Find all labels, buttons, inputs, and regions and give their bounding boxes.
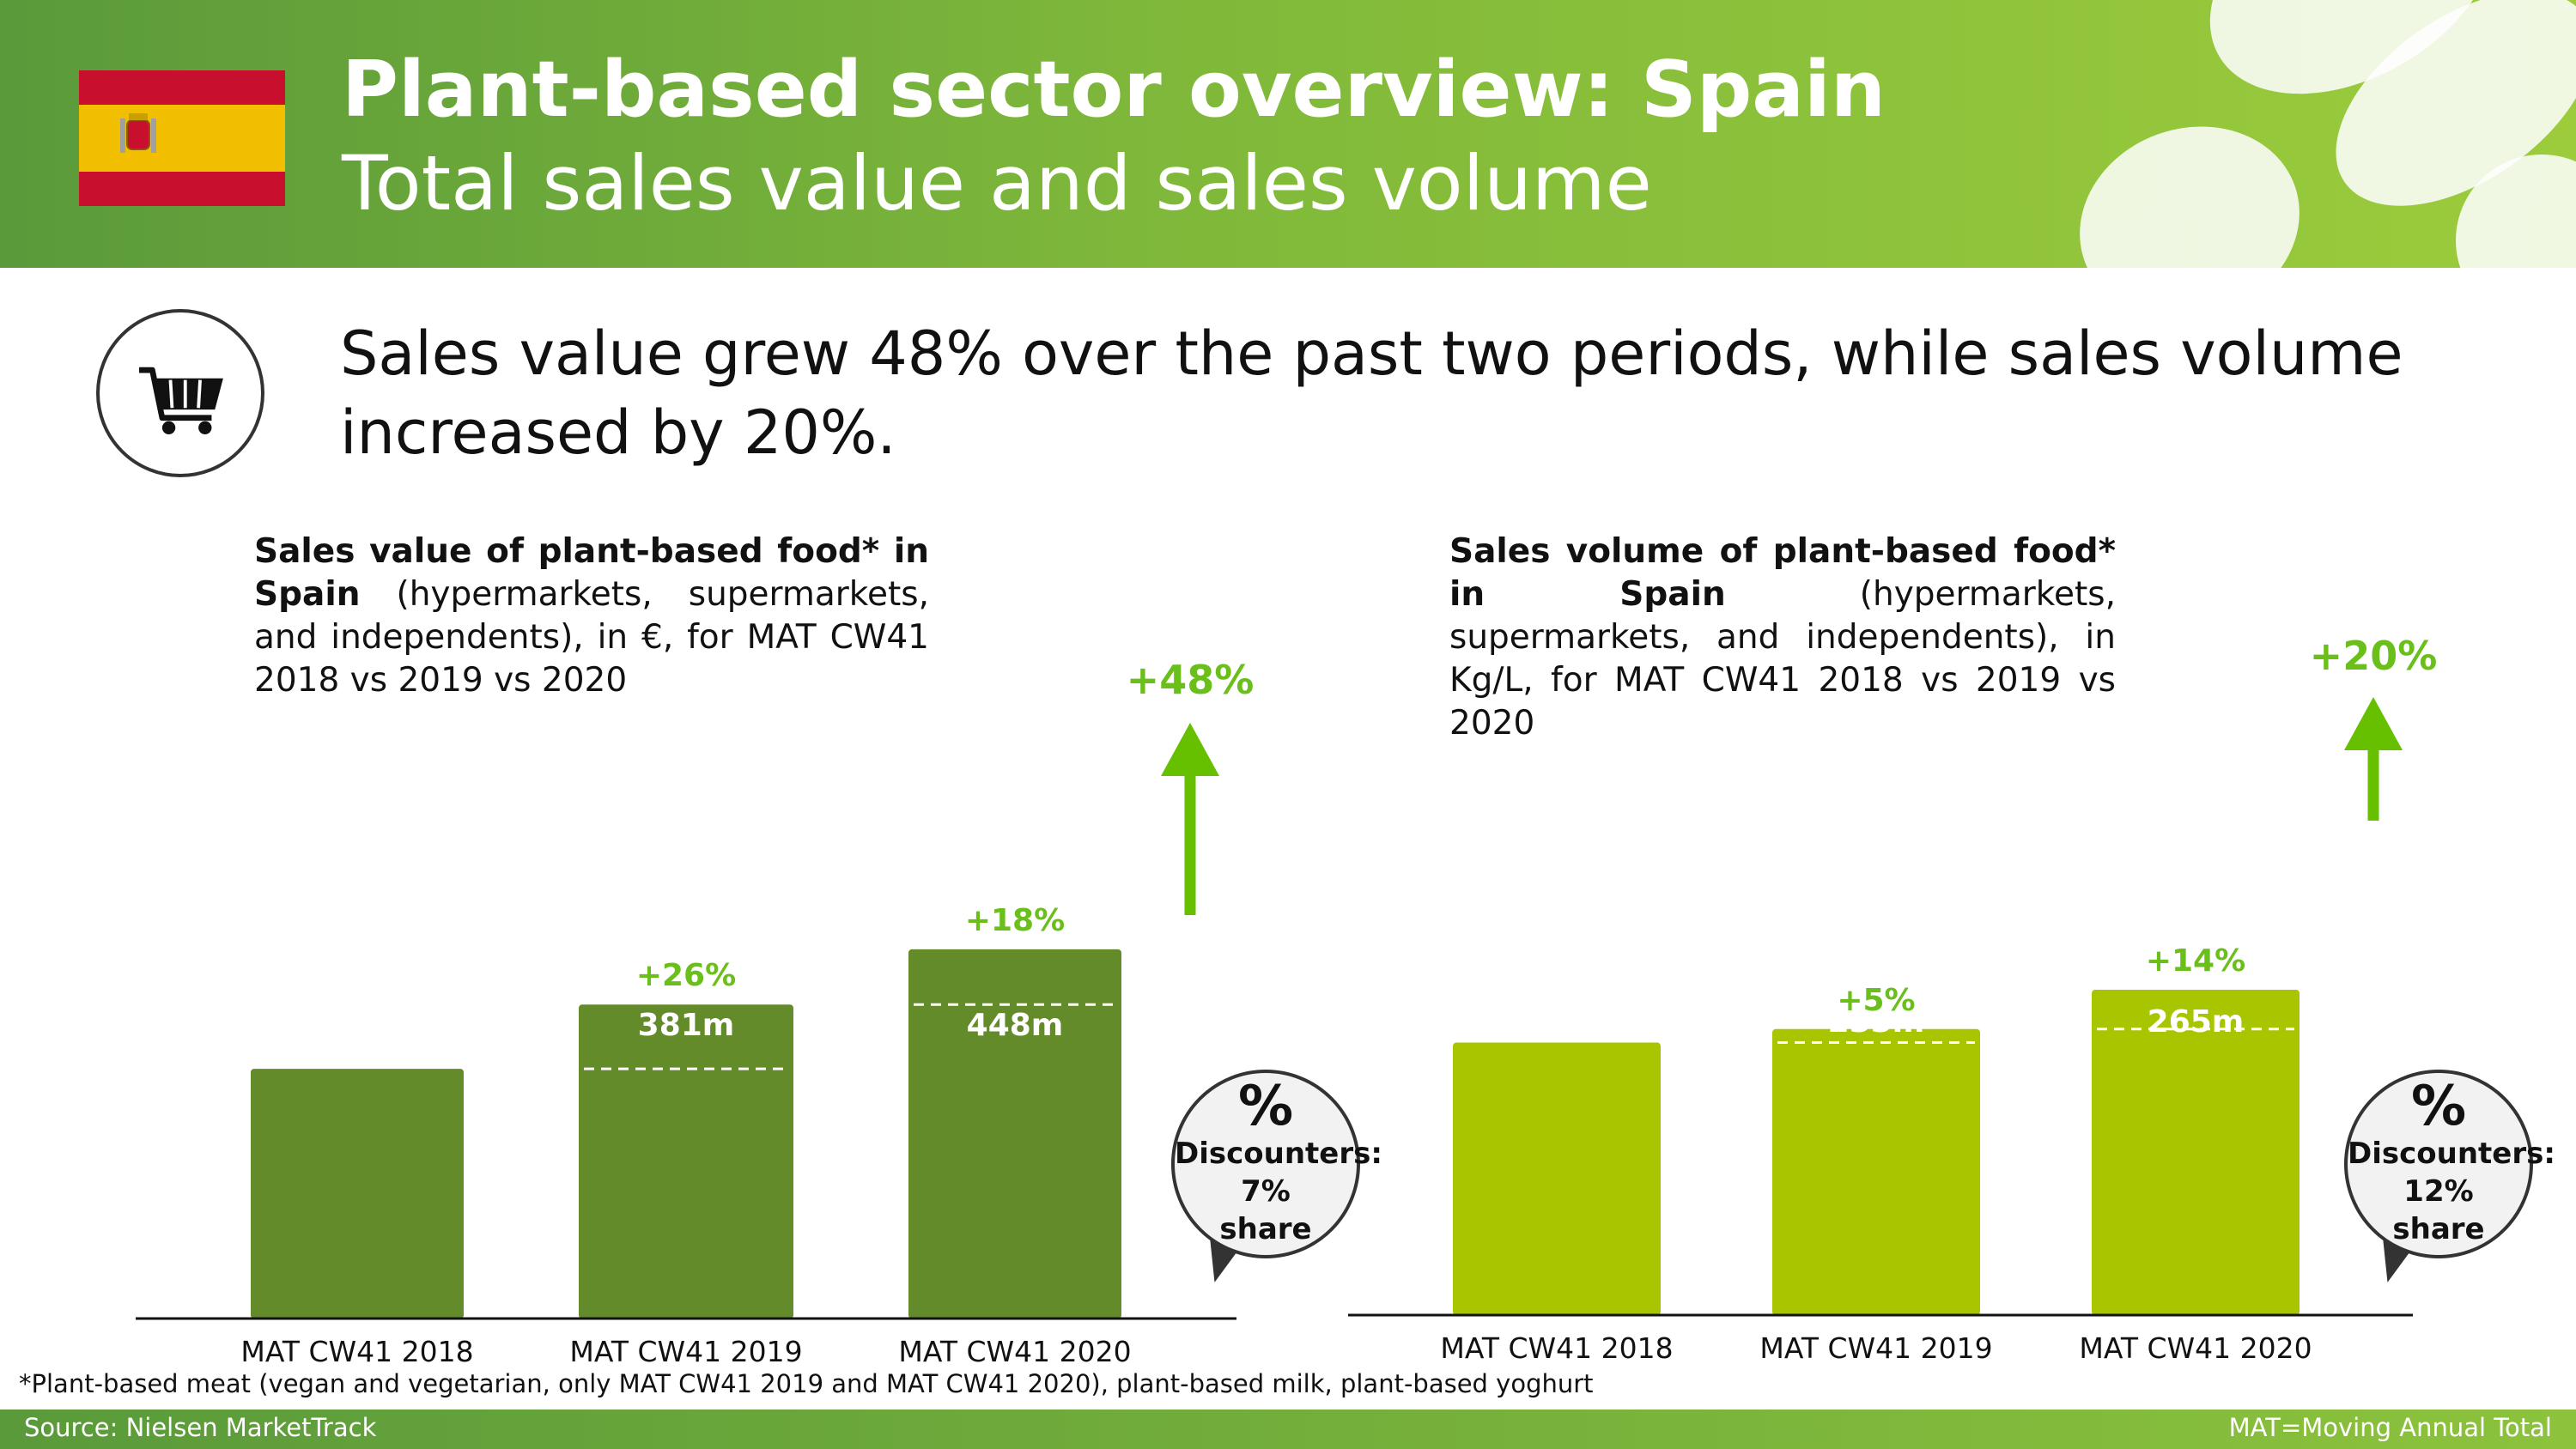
chart-title-volume-bold: Sales volume of plant-based food* in Spa… <box>1449 532 2116 614</box>
bar-value-label: 222m <box>1509 1004 1606 1040</box>
bar <box>1453 1042 1661 1315</box>
percent-symbol: % <box>1237 1075 1294 1138</box>
chart-title-value-bold: Sales value of plant-based food* in Spai… <box>254 532 929 614</box>
growth-label: +14% <box>2146 943 2245 979</box>
chart-title-value-rest: (hypermarkets, supermarkets, and indepen… <box>254 575 929 700</box>
bar-value-label: 265m <box>2148 1004 2245 1040</box>
total-growth-label: +48% <box>1127 657 1255 703</box>
abbreviation-note: MAT=Moving Annual Total <box>2228 1413 2552 1442</box>
bar-value-label: 448m <box>967 1008 1064 1043</box>
chart-title-value: Sales value of plant-based food* in Spai… <box>254 530 929 702</box>
growth-label: +5% <box>1837 983 1915 1018</box>
bubble-line2: 7% <box>1241 1174 1291 1209</box>
page-title: Plant-based sector overview: Spain <box>342 45 1886 135</box>
bar-value-label: 303m <box>309 1008 406 1043</box>
cart-icon-circle <box>96 309 264 477</box>
x-tick-label: MAT CW41 2020 <box>2079 1331 2312 1365</box>
bubble-line3: share <box>2392 1212 2485 1246</box>
percent-symbol: % <box>2410 1075 2467 1138</box>
total-growth-label: +20% <box>2310 633 2438 679</box>
bubble-line2: 12% <box>2403 1174 2474 1209</box>
bubble-line1: Discounters: <box>2348 1137 2555 1171</box>
footer-bar: Source: Nielsen MarketTrack MAT=Moving A… <box>0 1410 2576 1449</box>
x-tick-label: MAT CW41 2018 <box>240 1335 473 1368</box>
bar <box>579 1004 793 1319</box>
discounters-bubble-volume: % Discounters: 12% share <box>2344 1070 2555 1258</box>
header-banner: Plant-based sector overview: Spain Total… <box>0 0 2576 268</box>
bar <box>2092 990 2300 1315</box>
chart-title-volume: Sales volume of plant-based food* in Spa… <box>1449 530 2116 745</box>
discounters-bubble-value: % Discounters: 7% share <box>1171 1070 1382 1258</box>
bar <box>251 1069 464 1319</box>
x-tick-label: MAT CW41 2019 <box>569 1335 802 1368</box>
bubble-line1: Discounters: <box>1175 1137 1382 1171</box>
x-tick-label: MAT CW41 2018 <box>1440 1331 1673 1365</box>
footnote: *Plant-based meat (vegan and vegetarian,… <box>19 1369 1594 1398</box>
growth-arrow-head <box>1161 723 1219 776</box>
shopping-cart-icon <box>139 367 223 434</box>
chart-title-volume-rest: (hypermarkets, supermarkets, and indepen… <box>1449 575 2116 743</box>
bubble-line3: share <box>1219 1212 1312 1246</box>
headline-text: Sales value grew 48% over the past two p… <box>340 318 2403 468</box>
page-subtitle: Total sales value and sales volume <box>342 139 1652 227</box>
bar <box>908 949 1121 1319</box>
growth-arrow-head <box>2344 697 2403 750</box>
bar-value-label: 233m <box>1828 1004 1925 1040</box>
growth-label: +18% <box>965 903 1065 938</box>
bar <box>1772 1028 1980 1315</box>
x-tick-label: MAT CW41 2019 <box>1759 1331 1992 1365</box>
x-tick-label: MAT CW41 2020 <box>898 1335 1131 1368</box>
spain-flag-icon <box>79 70 285 206</box>
source-note: Source: Nielsen MarketTrack <box>24 1413 377 1442</box>
bar-value-label: 381m <box>638 1008 735 1043</box>
growth-label: +26% <box>636 958 736 993</box>
